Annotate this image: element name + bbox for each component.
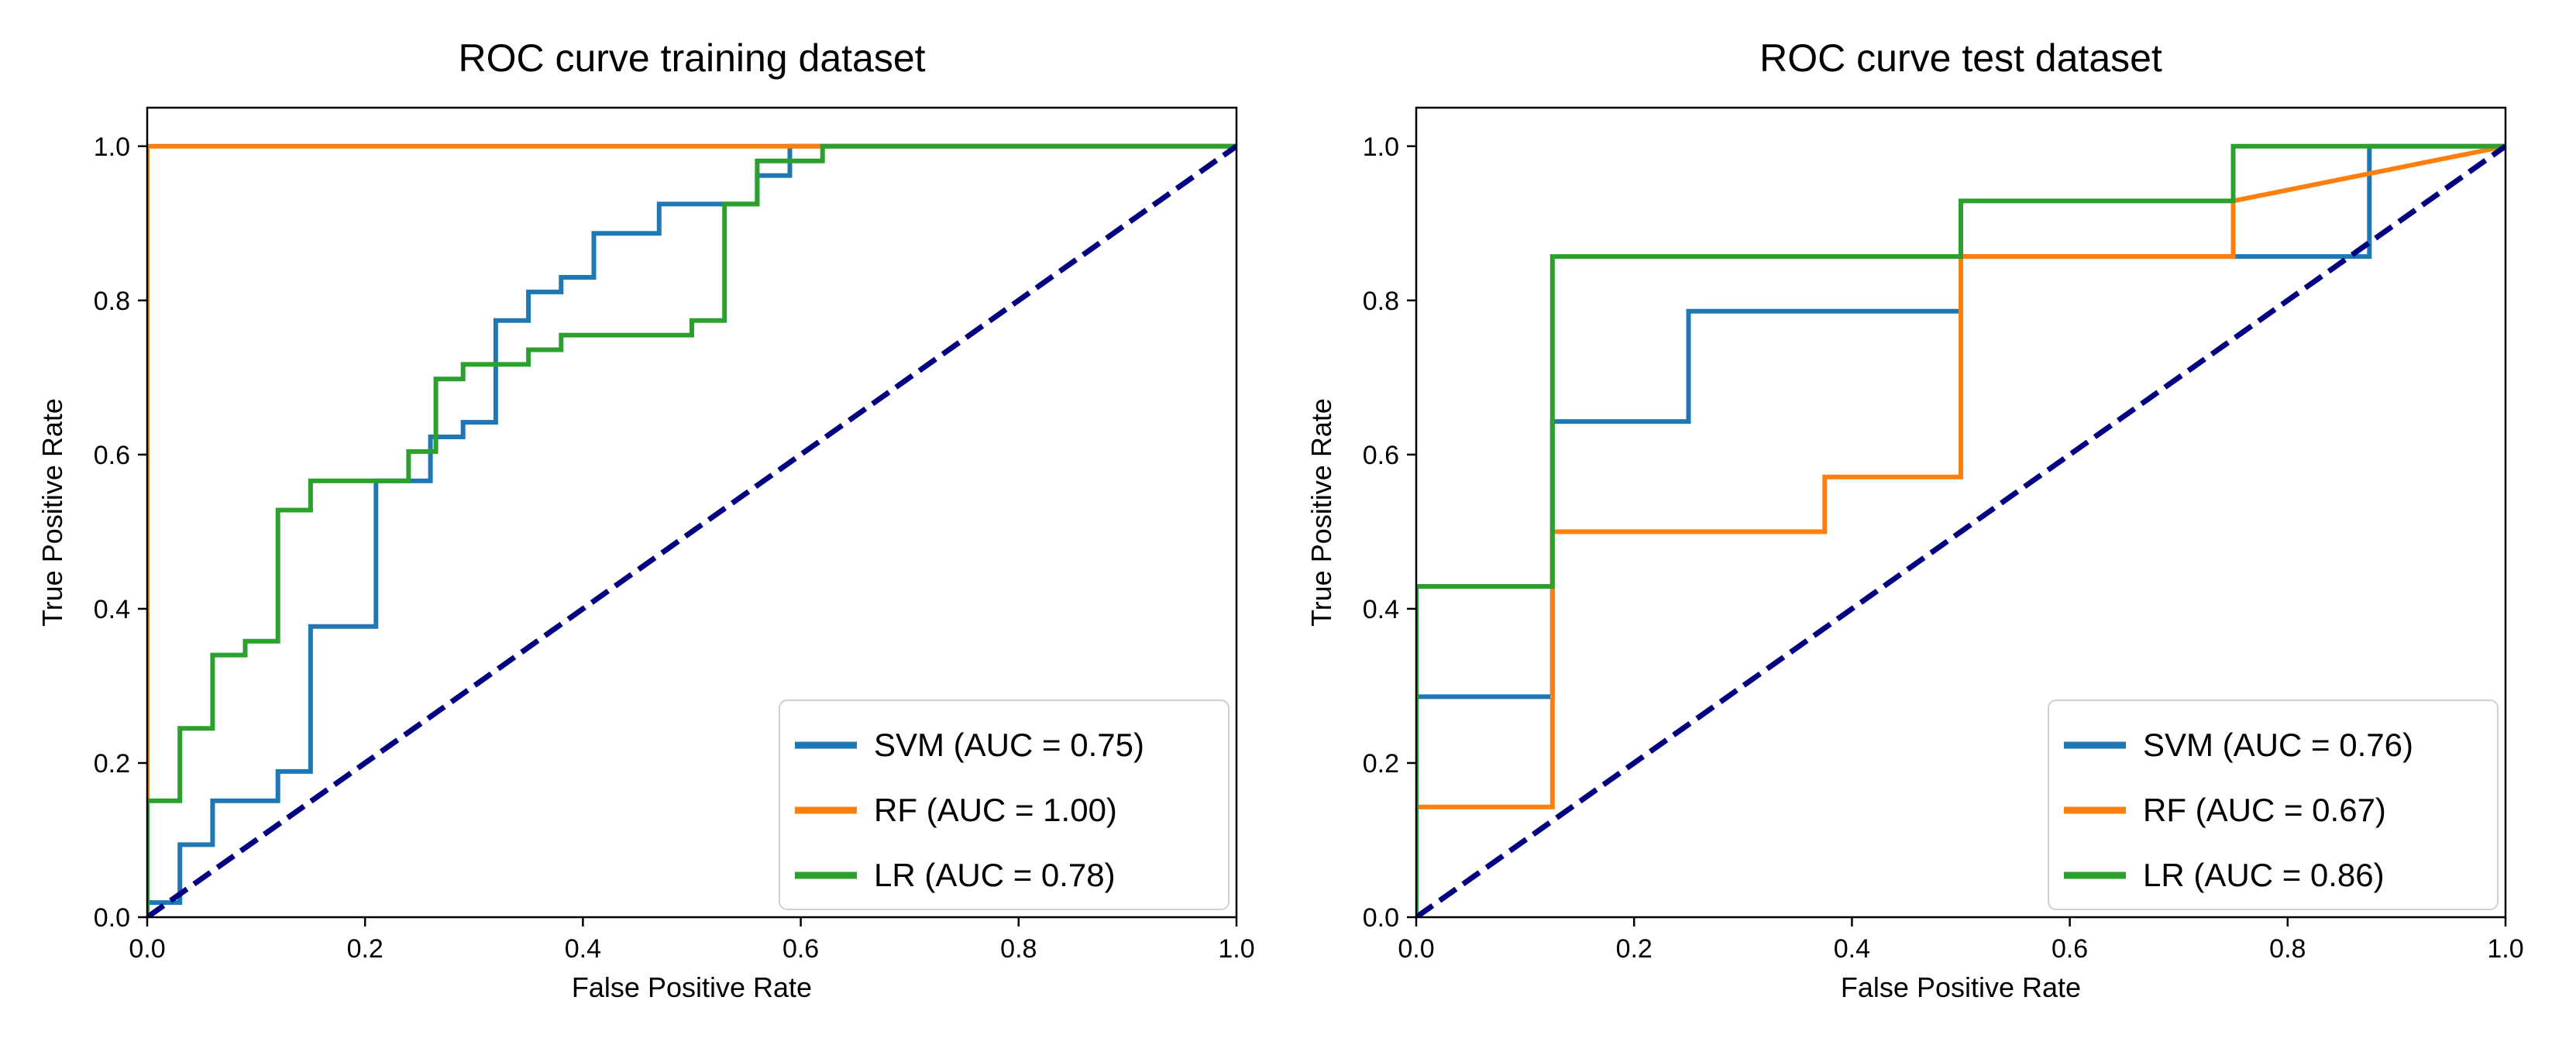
x-tick-label: 0.0 xyxy=(1398,934,1434,964)
y-tick-label: 0.8 xyxy=(94,287,130,316)
legend: SVM (AUC = 0.76) RF (AUC = 0.67) LR (AUC =… xyxy=(2048,700,2499,910)
roc-curve-svm xyxy=(1416,143,2505,917)
x-axis-label: False Positive Rate xyxy=(572,971,812,1003)
x-tick-label: 0.8 xyxy=(1000,934,1037,964)
x-tick-label: 0.8 xyxy=(2269,934,2306,964)
y-axis-label: True Positive Rate xyxy=(36,398,68,627)
x-tick-label: 0.2 xyxy=(1616,934,1653,964)
x-tick-label: 0.6 xyxy=(2052,934,2088,964)
legend-label: LR (AUC = 0.86) xyxy=(2143,857,2385,893)
axes-frame xyxy=(1415,106,2507,919)
y-axis-label: True Positive Rate xyxy=(1305,398,1337,627)
roc-curve-lr xyxy=(147,143,1236,917)
legend-box xyxy=(2048,700,2499,910)
plot-lines xyxy=(147,143,1236,917)
chart-panel-2: ROC curve test dataset 0.0 0.2 0.4 0.6 0.8 1.0… xyxy=(1305,36,2524,1003)
axes-frame xyxy=(146,106,1238,919)
plot-lines xyxy=(1416,143,2505,917)
y-tick-label: 0.8 xyxy=(1363,287,1399,316)
legend-box xyxy=(779,700,1230,910)
x-tick-label: 0.4 xyxy=(1834,934,1870,964)
legend-label: RF (AUC = 0.67) xyxy=(2143,792,2386,828)
x-tick-label: 0.6 xyxy=(782,934,819,964)
chart-panel-1: ROC curve training dataset 0.0 0.2 0.4 0.6 0.… xyxy=(36,36,1255,1003)
y-tick-label: 0.0 xyxy=(94,903,130,933)
y-tick-label: 1.0 xyxy=(94,132,130,162)
y-tick-label: 0.6 xyxy=(1363,441,1399,470)
legend-label: SVM (AUC = 0.75) xyxy=(874,727,1144,763)
y-tick-label: 0.2 xyxy=(1363,749,1399,779)
y-tick-label: 0.4 xyxy=(94,595,130,624)
reference-diagonal-line xyxy=(147,143,1236,917)
roc-curve-rf xyxy=(1416,143,2505,917)
y-tick-label: 0.4 xyxy=(1363,595,1399,624)
x-axis-label: False Positive Rate xyxy=(1841,971,2081,1003)
x-tick-label: 1.0 xyxy=(2487,934,2523,964)
x-tick-label: 0.0 xyxy=(129,934,165,964)
legend-label: RF (AUC = 1.00) xyxy=(874,792,1117,828)
legend-label: LR (AUC = 0.78) xyxy=(874,857,1116,893)
y-tick-label: 0.2 xyxy=(94,749,130,779)
chart-title: ROC curve training dataset xyxy=(458,36,925,80)
x-tick-label: 1.0 xyxy=(1218,934,1254,964)
y-tick-label: 1.0 xyxy=(1363,132,1399,162)
roc-curve-svm xyxy=(147,143,1236,917)
y-tick-label: 0.0 xyxy=(1363,903,1399,933)
x-tick-label: 0.2 xyxy=(347,934,383,964)
roc-curve-lr xyxy=(1416,143,2505,917)
reference-diagonal-line xyxy=(1416,143,2505,917)
legend: SVM (AUC = 0.75) RF (AUC = 1.00) LR (AUC =… xyxy=(779,700,1230,910)
y-tick-label: 0.6 xyxy=(94,441,130,470)
chart-title: ROC curve test dataset xyxy=(1759,36,2162,80)
x-tick-label: 0.4 xyxy=(565,934,601,964)
legend-label: SVM (AUC = 0.76) xyxy=(2143,727,2413,763)
